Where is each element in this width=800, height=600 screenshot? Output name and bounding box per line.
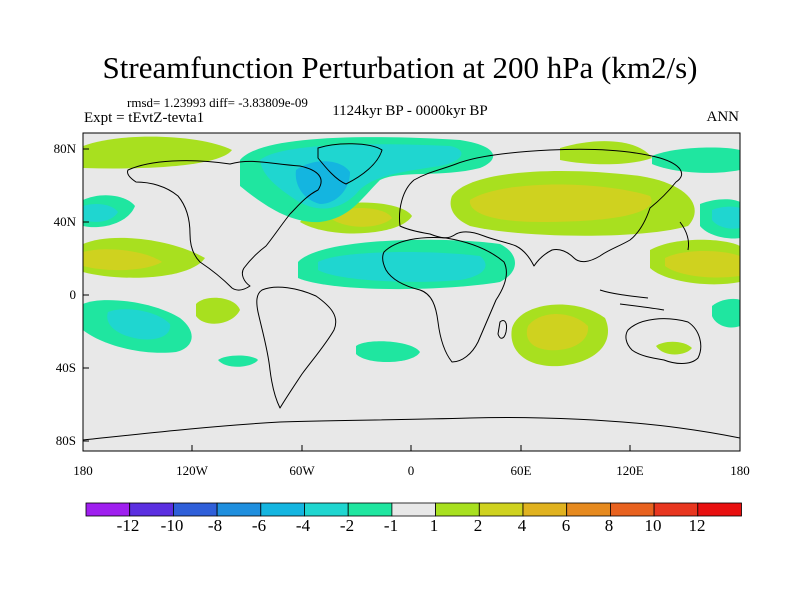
colorbar-label: -12 (116, 516, 140, 535)
lon-label-120w: 120W (176, 463, 208, 478)
colorbar-swatch (522, 502, 568, 517)
season-label: ANN (706, 109, 740, 125)
contour-region (712, 206, 740, 229)
coastline-greenland (317, 143, 383, 185)
contour-region (652, 147, 740, 173)
coastline-africa (382, 237, 507, 363)
lon-label-180w: 180 (73, 463, 93, 478)
coastline-madagascar (497, 319, 507, 339)
colorbar-label: -4 (295, 516, 311, 535)
colorbar-swatch (260, 502, 305, 517)
colorbar-swatch (85, 502, 131, 517)
contour-region (469, 184, 652, 222)
lon-label-180e: 180 (730, 463, 750, 478)
experiment-label: Expt = tEvtZ-tevta1 (84, 110, 205, 126)
coastline-eurasia (399, 148, 682, 267)
colorbar-swatch (478, 502, 524, 517)
contour-region (83, 204, 118, 222)
coastline-antarctica (83, 417, 740, 441)
colorbar-label: 12 (688, 516, 706, 535)
lon-label-60w: 60W (289, 463, 315, 478)
contour-region (356, 341, 420, 363)
period-label: 1124kyr BP - 0000kyr BP (332, 103, 488, 119)
colorbar-swatch (129, 502, 174, 517)
colorbar-swatch (435, 502, 480, 517)
contour-region (196, 297, 240, 324)
colorbar-swatch (304, 502, 349, 517)
lat-label-80n: 80N (53, 141, 76, 156)
contour-region (526, 314, 589, 351)
colorbar-swatch (347, 502, 393, 517)
contour-region (656, 341, 692, 355)
colorbar-label: -8 (207, 516, 223, 535)
axis-ticks (82, 148, 741, 451)
lat-label-40s: 40S (55, 360, 76, 375)
contour-region (83, 249, 162, 271)
positive-anomaly-regions (83, 136, 740, 367)
colorbar-swatch (216, 502, 262, 517)
colorbar-label: 4 (517, 516, 527, 535)
lon-label-120e: 120E (616, 463, 644, 478)
lat-label-80s: 80S (55, 433, 76, 448)
colorbar-label: -2 (339, 516, 355, 535)
lon-label-60e: 60E (510, 463, 532, 478)
coastline-indonesia (599, 289, 665, 311)
lat-label-0: 0 (69, 287, 77, 302)
coastline-japan (679, 221, 689, 251)
stats-text: rmsd= 1.23993 diff= -3.83809e-09 (127, 95, 308, 110)
lon-label-0: 0 (407, 463, 415, 478)
contour-region (218, 355, 258, 367)
coastline-south-america (256, 286, 337, 409)
colorbar-label: 10 (644, 516, 662, 535)
colorbar-label: -1 (383, 516, 399, 535)
contour-region (318, 252, 486, 282)
coastline-australia (625, 318, 702, 364)
lat-label-40n: 40N (53, 214, 76, 229)
contour-region (560, 141, 652, 165)
contour-region (712, 298, 740, 328)
contour-region (665, 251, 740, 278)
colorbar-label: 6 (561, 516, 571, 535)
colorbar-label: -6 (251, 516, 267, 535)
colorbar-swatch (566, 502, 611, 517)
map-panel (83, 133, 740, 451)
colorbar-label: 1 (429, 516, 439, 535)
contour-region (107, 309, 171, 340)
colorbar-label: 2 (473, 516, 483, 535)
colorbar-swatch (697, 502, 742, 517)
colorbar-label: -10 (160, 516, 184, 535)
colorbar-swatch (391, 502, 436, 517)
contour-region (295, 161, 350, 204)
colorbar (85, 502, 742, 517)
coastlines (83, 143, 740, 441)
colorbar-label: 8 (604, 516, 614, 535)
colorbar-swatch (653, 502, 699, 517)
colorbar-swatch (172, 502, 218, 517)
coastline-north-america (127, 160, 322, 291)
colorbar-swatch (610, 502, 655, 517)
map-title: Streamfunction Perturbation at 200 hPa (… (102, 50, 698, 85)
